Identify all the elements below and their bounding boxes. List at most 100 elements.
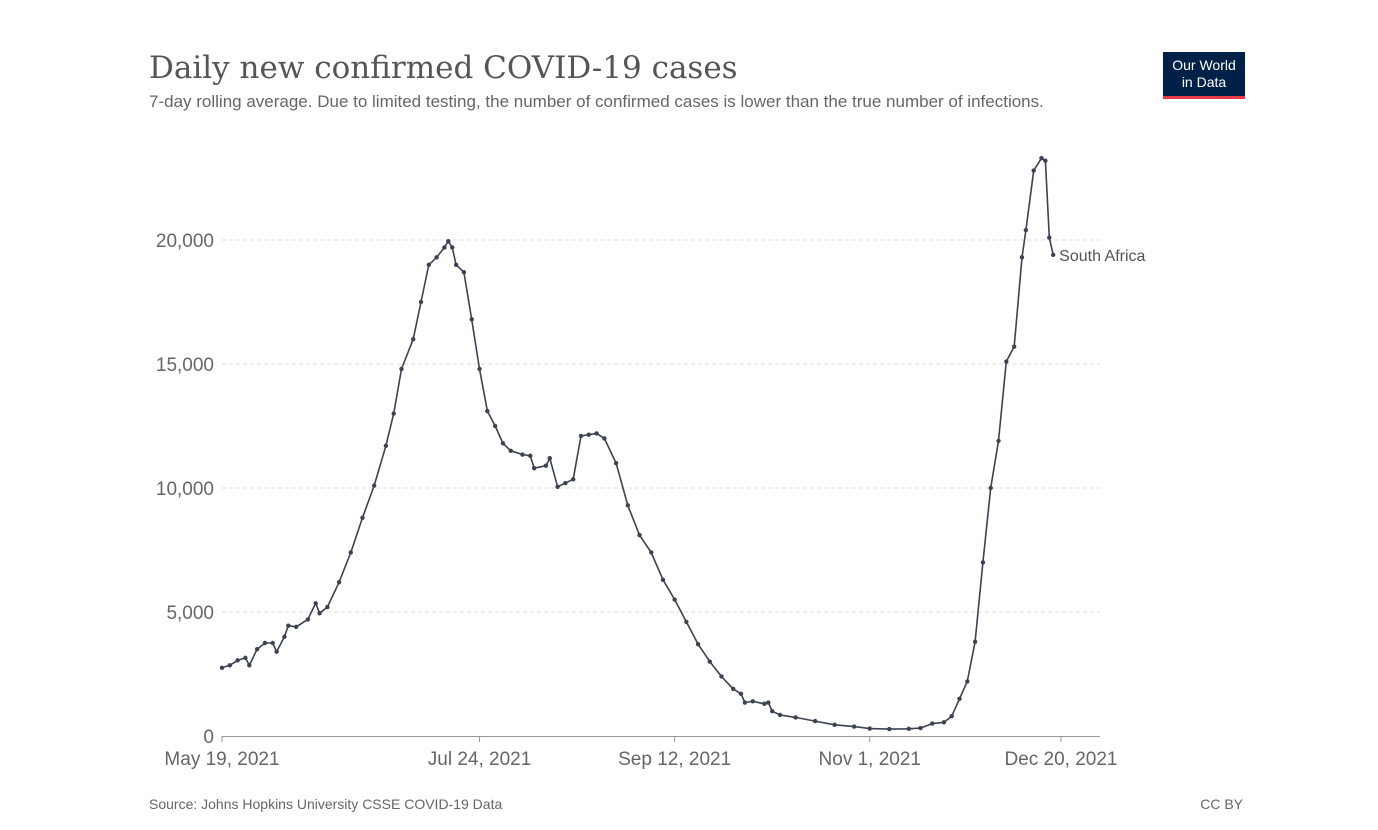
data-point: [543, 463, 549, 468]
data-point: [293, 624, 299, 630]
data-point: [1019, 255, 1025, 260]
y-tick-label: 20,000: [156, 231, 214, 252]
data-point: [996, 438, 1001, 444]
data-point: [672, 597, 677, 602]
data-point: [254, 647, 260, 652]
data-point: [762, 701, 767, 706]
data-point: [235, 658, 240, 663]
data-point: [684, 619, 689, 625]
data-point: [707, 659, 712, 664]
data-point: [730, 686, 736, 692]
data-point: [508, 448, 513, 453]
x-tick-label: May 19, 2021: [164, 749, 279, 770]
data-point: [988, 485, 993, 491]
data-point: [949, 713, 954, 719]
data-point: [594, 431, 599, 436]
data-point: [965, 679, 970, 684]
x-axis: May 19, 2021 Jul 24, 2021 Sep 12, 2021 Nov …: [164, 736, 1117, 770]
data-point: [227, 663, 233, 668]
y-tick-label: 10,000: [156, 479, 214, 500]
series-label: South Africa: [1059, 248, 1145, 265]
data-point: [371, 483, 377, 488]
data-point: [469, 317, 474, 322]
data-point: [695, 642, 701, 647]
data-point: [426, 262, 432, 267]
grid-lines: [222, 239, 1100, 613]
data-point: [243, 655, 248, 661]
data-point: [602, 436, 607, 441]
data-point: [637, 532, 642, 538]
data-point: [941, 720, 947, 725]
data-point: [461, 270, 467, 275]
data-point: [500, 441, 506, 446]
data-point: [777, 712, 783, 718]
data-point: [1023, 227, 1029, 233]
data-point: [434, 255, 439, 260]
data-point: [1004, 359, 1009, 364]
data-point: [411, 337, 416, 342]
data-point: [1050, 252, 1056, 258]
data-point: [399, 366, 404, 372]
data-point: [317, 611, 322, 616]
data-point: [563, 480, 568, 486]
data-point: [738, 691, 744, 697]
y-tick-label: 0: [203, 727, 214, 748]
data-point: [547, 456, 552, 461]
data-point: [972, 639, 978, 644]
data-point: [477, 366, 482, 372]
license-link[interactable]: CC BY: [1200, 796, 1243, 812]
series-layer: [219, 155, 1056, 732]
data-point: [832, 722, 837, 728]
data-point: [980, 560, 986, 565]
data-point: [719, 674, 724, 679]
data-point: [262, 640, 268, 646]
data-point: [766, 700, 771, 705]
data-point: [649, 550, 654, 555]
data-point: [520, 452, 525, 457]
data-point: [219, 665, 225, 670]
data-point: [418, 299, 424, 305]
series-line: [221, 157, 1054, 730]
data-point: [282, 634, 287, 639]
series-labels: South Africa: [1059, 248, 1145, 265]
owid-logo[interactable]: Our World in Data: [1163, 52, 1245, 99]
data-point: [930, 721, 935, 726]
data-point: [1043, 158, 1048, 163]
data-point: [383, 443, 389, 449]
data-point: [571, 477, 576, 482]
x-tick-label: Dec 20, 2021: [1004, 749, 1117, 770]
data-point: [918, 725, 923, 731]
data-point: [270, 640, 275, 646]
data-point: [750, 699, 755, 704]
data-point: [286, 623, 291, 628]
data-point: [770, 709, 775, 714]
data-point: [660, 577, 666, 582]
data-point: [274, 649, 279, 654]
data-point: [1047, 235, 1052, 240]
data-point: [485, 408, 490, 414]
chart-title: Daily new confirmed COVID-19 cases: [149, 50, 738, 86]
y-tick-label: 5,000: [166, 603, 214, 624]
data-point: [625, 503, 631, 508]
data-point: [325, 604, 330, 610]
y-axis: 0 5,000 10,000 15,000 20,000: [156, 231, 214, 748]
logo-line-2: in Data: [1181, 74, 1227, 90]
data-point: [313, 601, 318, 606]
y-tick-label: 15,000: [156, 355, 214, 376]
data-point: [450, 245, 455, 250]
data-point: [492, 423, 498, 429]
data-point: [586, 432, 592, 437]
source-note[interactable]: Source: Johns Hopkins University CSSE CO…: [149, 796, 503, 812]
data-point: [446, 239, 451, 244]
data-point: [1039, 155, 1044, 161]
x-tick-label: Jul 24, 2021: [428, 749, 532, 770]
data-point: [887, 726, 892, 732]
logo-line-1: Our World: [1172, 57, 1236, 73]
data-point: [851, 724, 857, 729]
data-point: [360, 515, 365, 520]
data-point: [1031, 168, 1036, 173]
data-point: [555, 484, 560, 489]
data-point: [613, 461, 619, 466]
data-point: [793, 715, 798, 720]
